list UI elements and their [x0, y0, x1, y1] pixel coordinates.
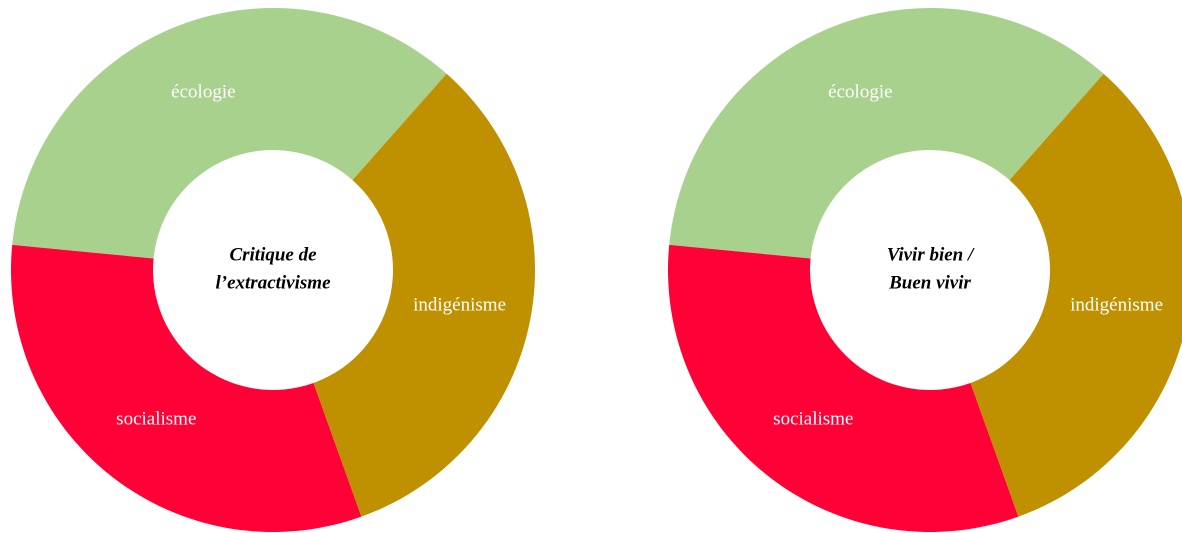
segment-label: écologie	[171, 82, 235, 103]
center-title: Critique de	[229, 244, 317, 265]
donut-segment	[667, 244, 1019, 532]
segment-label: écologie	[828, 82, 892, 103]
segment-label: socialisme	[773, 408, 853, 429]
center-title: Buen vivir	[888, 272, 971, 293]
donut-segment	[970, 73, 1182, 517]
center-title: Vivir bien /	[887, 244, 975, 265]
donut-segment	[669, 7, 1104, 259]
segment-label: socialisme	[116, 408, 196, 429]
segment-label: indigénisme	[1070, 294, 1163, 315]
donut-segment	[313, 73, 535, 517]
donut-segment	[12, 7, 447, 259]
center-title: l’extractivisme	[215, 272, 331, 293]
segment-label: indigénisme	[413, 294, 506, 315]
donut-segment	[11, 244, 362, 532]
